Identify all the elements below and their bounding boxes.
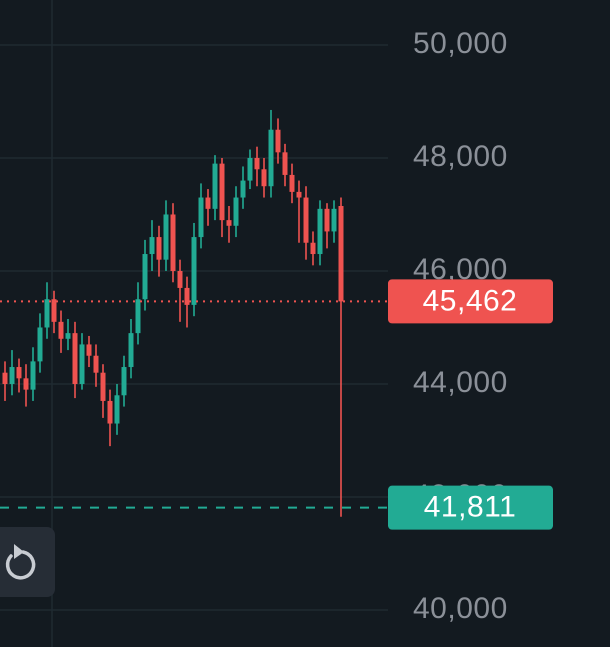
- candle-body: [156, 237, 162, 260]
- candle-body: [16, 367, 22, 379]
- candle-body: [37, 327, 43, 362]
- candle-body: [58, 321, 64, 339]
- candle-body: [107, 400, 113, 424]
- candle-body: [205, 197, 211, 209]
- candle-body: [219, 163, 225, 221]
- candle-body: [324, 208, 330, 232]
- candle-body: [212, 163, 218, 209]
- candle-body: [184, 287, 190, 305]
- candle-body: [114, 395, 120, 424]
- y-tick-label: 50,000: [413, 27, 508, 60]
- reset-icon[interactable]: [5, 550, 36, 580]
- price-lines: [0, 300, 388, 509]
- candle-body: [128, 333, 134, 368]
- candle-body: [23, 378, 29, 390]
- candle-body: [226, 220, 232, 226]
- y-tick-label: 44,000: [413, 366, 508, 399]
- y-tick-label: 40,000: [413, 592, 508, 625]
- candle-body: [121, 367, 127, 396]
- candle-body: [317, 208, 323, 255]
- candle-body: [72, 333, 78, 384]
- candle-body: [163, 214, 169, 260]
- reset-button-bg[interactable]: [0, 527, 55, 597]
- candle-body: [268, 129, 274, 187]
- price-tag: [388, 485, 553, 530]
- price-tag-label: 45,462: [423, 284, 518, 317]
- candle-body: [93, 355, 99, 373]
- candle-body: [303, 197, 309, 243]
- candle-body: [240, 180, 246, 198]
- candle-body: [86, 344, 92, 356]
- candle-body: [275, 129, 281, 153]
- candle-body: [149, 237, 155, 255]
- candle-body: [338, 206, 344, 302]
- candle-body: [142, 254, 148, 300]
- candle-body: [296, 191, 302, 198]
- candle-body: [254, 157, 260, 170]
- candle-body: [289, 174, 295, 192]
- candles: [2, 109, 344, 517]
- price-tag: [388, 279, 553, 324]
- candle-body: [177, 270, 183, 288]
- reset-icon-arrow[interactable]: [14, 544, 24, 559]
- price-tags: 45,462 41,811: [388, 279, 553, 530]
- candle-body: [44, 299, 50, 328]
- candle-body: [135, 299, 141, 334]
- candle-body: [198, 197, 204, 238]
- candle-body: [310, 242, 316, 255]
- candle-body: [233, 197, 239, 226]
- candle-body: [30, 361, 36, 390]
- candle-body: [65, 333, 71, 339]
- reset-button[interactable]: [0, 527, 55, 597]
- candle-body: [170, 214, 176, 271]
- candle-body: [51, 299, 57, 322]
- candle-body: [282, 152, 288, 175]
- candle-body: [261, 169, 267, 187]
- y-tick-label: 48,000: [413, 140, 508, 173]
- candle-body: [2, 372, 8, 384]
- candle-body: [191, 237, 197, 305]
- candle-body: [100, 372, 106, 401]
- price-tag-label: 41,811: [424, 491, 517, 524]
- candle-body: [247, 157, 253, 181]
- candle-body: [79, 344, 85, 384]
- candle-body: [331, 208, 337, 232]
- candle-body: [9, 367, 15, 384]
